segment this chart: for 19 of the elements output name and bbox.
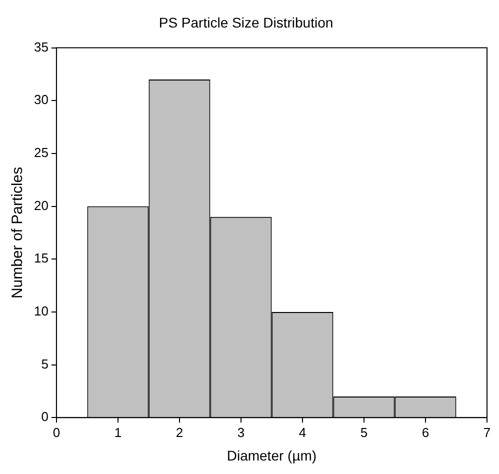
x-tick-label: 3 <box>237 424 245 440</box>
y-tick-label: 15 <box>34 250 48 266</box>
y-tick-label: 30 <box>34 92 48 108</box>
chart-title: PS Particle Size Distribution <box>158 14 334 30</box>
y-tick-label: 0 <box>41 409 48 424</box>
x-axis-title: Diameter (µm) <box>226 447 317 464</box>
y-tick-label: 20 <box>34 198 48 213</box>
y-tick-label: 10 <box>34 304 48 319</box>
x-tick-label: 2 <box>176 424 184 440</box>
x-tick-label: 4 <box>298 424 306 440</box>
x-tick-label: 6 <box>422 424 430 440</box>
x-tick-label: 7 <box>483 424 491 440</box>
x-tick-label: 1 <box>114 424 122 440</box>
y-axis-title: Number of Particles <box>9 166 26 299</box>
x-tick-label: 0 <box>52 424 60 440</box>
y-tick-label: 5 <box>41 356 48 372</box>
y-tick-label: 35 <box>34 39 48 54</box>
y-tick-label: 25 <box>34 145 48 160</box>
x-tick-label: 5 <box>360 424 368 440</box>
